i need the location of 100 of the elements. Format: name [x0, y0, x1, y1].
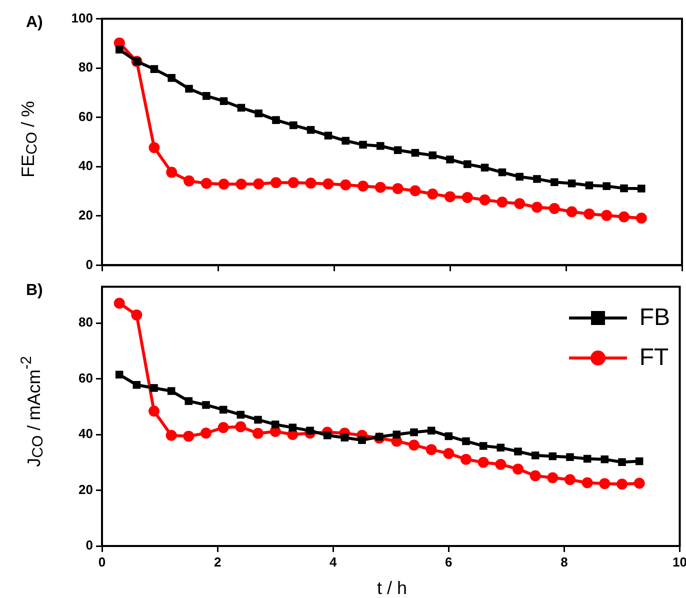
point	[148, 406, 160, 417]
point	[305, 178, 316, 189]
point	[252, 428, 264, 439]
chart-title: A)	[26, 14, 43, 32]
point	[290, 121, 298, 130]
point	[618, 211, 630, 222]
point	[585, 181, 594, 190]
point	[253, 178, 264, 190]
point	[443, 448, 454, 459]
point	[202, 92, 210, 100]
point	[530, 470, 541, 482]
point	[478, 456, 489, 468]
x-tick-label: 4	[329, 554, 338, 570]
point	[200, 178, 212, 189]
point	[340, 434, 349, 442]
point	[496, 196, 508, 208]
point	[184, 175, 194, 186]
point	[410, 185, 421, 196]
point	[550, 178, 558, 186]
x-tick-label: 8	[560, 554, 568, 570]
y-tick-label: 80	[78, 60, 93, 75]
point	[376, 142, 384, 150]
point	[444, 432, 453, 440]
point	[270, 177, 282, 188]
point	[306, 126, 315, 134]
point	[547, 472, 558, 484]
y-tick-label: 40	[78, 426, 93, 442]
point	[116, 46, 124, 54]
y-tick-label: 0	[86, 256, 93, 272]
x-axis-title: t / h	[376, 578, 408, 598]
point	[358, 436, 366, 444]
point	[340, 179, 352, 190]
point	[548, 203, 560, 214]
point	[358, 180, 368, 192]
point	[185, 84, 193, 93]
point	[167, 387, 176, 395]
x-tick-label: 2	[214, 554, 222, 570]
legend-label: FT	[639, 344, 669, 372]
point	[566, 453, 574, 461]
y-tick-label: 40	[78, 158, 93, 174]
point	[183, 430, 194, 442]
point	[168, 74, 176, 82]
point	[460, 454, 472, 465]
y-tick-label: 60	[78, 108, 93, 124]
point	[306, 426, 314, 435]
point	[150, 384, 158, 392]
y-tick-label: 20	[78, 208, 93, 222]
point	[408, 440, 420, 451]
point	[202, 401, 210, 409]
point	[236, 178, 247, 190]
point	[184, 397, 193, 405]
point	[635, 457, 644, 466]
point	[638, 184, 646, 192]
y-tick-label: 100	[71, 10, 93, 26]
point	[498, 168, 506, 176]
point	[236, 410, 245, 419]
point	[495, 458, 506, 470]
point	[219, 406, 228, 414]
y-tick-label: 60	[78, 370, 93, 386]
point	[394, 146, 402, 154]
y-tick-label: 80	[78, 314, 93, 330]
point	[323, 431, 332, 440]
point	[114, 298, 125, 309]
y-tick-label: 20	[78, 482, 93, 497]
point	[533, 175, 541, 183]
chart-title: B)	[26, 282, 43, 300]
point	[132, 381, 141, 389]
point	[411, 148, 420, 157]
point	[462, 437, 470, 446]
point	[218, 422, 229, 434]
point	[464, 160, 472, 168]
y-tick-label: 0	[86, 538, 93, 553]
x-tick-label: 6	[445, 554, 452, 570]
point	[115, 370, 124, 378]
point	[131, 309, 142, 320]
point	[427, 426, 436, 435]
point	[218, 178, 230, 190]
point	[148, 142, 160, 154]
point	[288, 424, 297, 432]
point	[462, 192, 473, 203]
point	[602, 182, 610, 190]
point	[516, 172, 524, 181]
point	[392, 430, 401, 438]
point	[514, 448, 522, 456]
legend-label: FB	[639, 304, 670, 332]
point	[254, 110, 262, 118]
point	[254, 416, 262, 424]
point	[288, 177, 299, 188]
point	[271, 420, 280, 428]
point	[532, 202, 542, 213]
point	[566, 206, 578, 218]
point	[568, 180, 576, 188]
point	[166, 430, 177, 441]
point	[618, 458, 626, 466]
point	[548, 452, 557, 460]
point	[446, 156, 454, 164]
point	[514, 198, 526, 210]
point	[428, 151, 436, 160]
point	[322, 178, 334, 190]
point	[583, 454, 592, 463]
